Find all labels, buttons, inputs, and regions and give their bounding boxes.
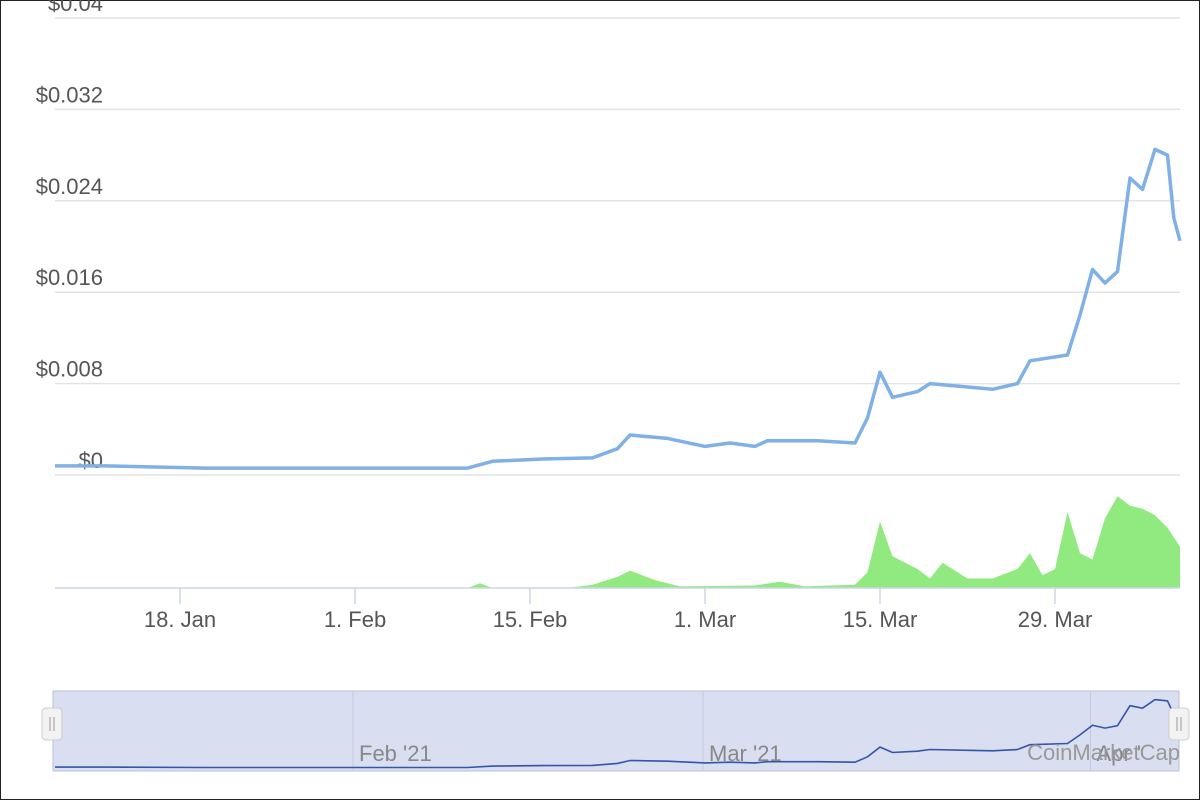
price-line: [55, 147, 1182, 470]
navigator-line-group: [55, 698, 1181, 769]
navigator-window[interactable]: [52, 690, 1180, 772]
navigator-label: Mar '21: [709, 741, 782, 766]
x-tick-label: 1. Mar: [674, 607, 736, 632]
navigator-right-handle[interactable]: [1168, 707, 1190, 741]
x-axis-ticks: 18. Jan 1. Feb 15. Feb 1. Mar 15. Mar 29. Mar: [144, 588, 1092, 632]
volume-area-path: [55, 496, 1180, 588]
navigator-grid: [352, 691, 1091, 771]
y-tick-label: $0.032: [36, 82, 103, 107]
x-tick-label: 29. Mar: [1018, 607, 1093, 632]
y-tick-label: $0: [79, 448, 103, 473]
y-tick-label: $0.024: [36, 174, 103, 199]
navigator-label: Apr ': [1097, 741, 1142, 766]
y-axis-tick-labels: $0 $0.008 $0.016 $0.024 $0.032 $0.04: [36, 0, 103, 473]
x-tick-label: 1. Feb: [324, 607, 386, 632]
navigator-labels: Feb '21 Mar '21 Apr ': [359, 741, 1141, 766]
x-tick-label: 18. Jan: [144, 607, 216, 632]
x-tick-label: 15. Feb: [493, 607, 568, 632]
navigator-line: [55, 698, 1181, 769]
volume-area: [55, 496, 1180, 588]
grid-lines: [55, 17, 1180, 476]
credit-watermark: CoinMarketCap: [1027, 740, 1180, 765]
navigator-left-handle[interactable]: [41, 707, 63, 741]
y-tick-label: $0.016: [36, 265, 103, 290]
y-tick-label: $0.04: [48, 0, 103, 16]
navigator-label: Feb '21: [359, 741, 432, 766]
x-tick-label: 15. Mar: [843, 607, 918, 632]
y-tick-label: $0.008: [36, 357, 103, 382]
price-line-group: [55, 147, 1182, 470]
